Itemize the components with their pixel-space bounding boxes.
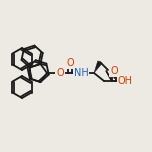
Text: OH: OH: [117, 76, 133, 86]
Polygon shape: [94, 61, 102, 73]
Text: O: O: [56, 68, 64, 78]
Text: O: O: [110, 66, 118, 76]
Text: O: O: [66, 58, 74, 68]
Text: NH: NH: [74, 68, 88, 78]
